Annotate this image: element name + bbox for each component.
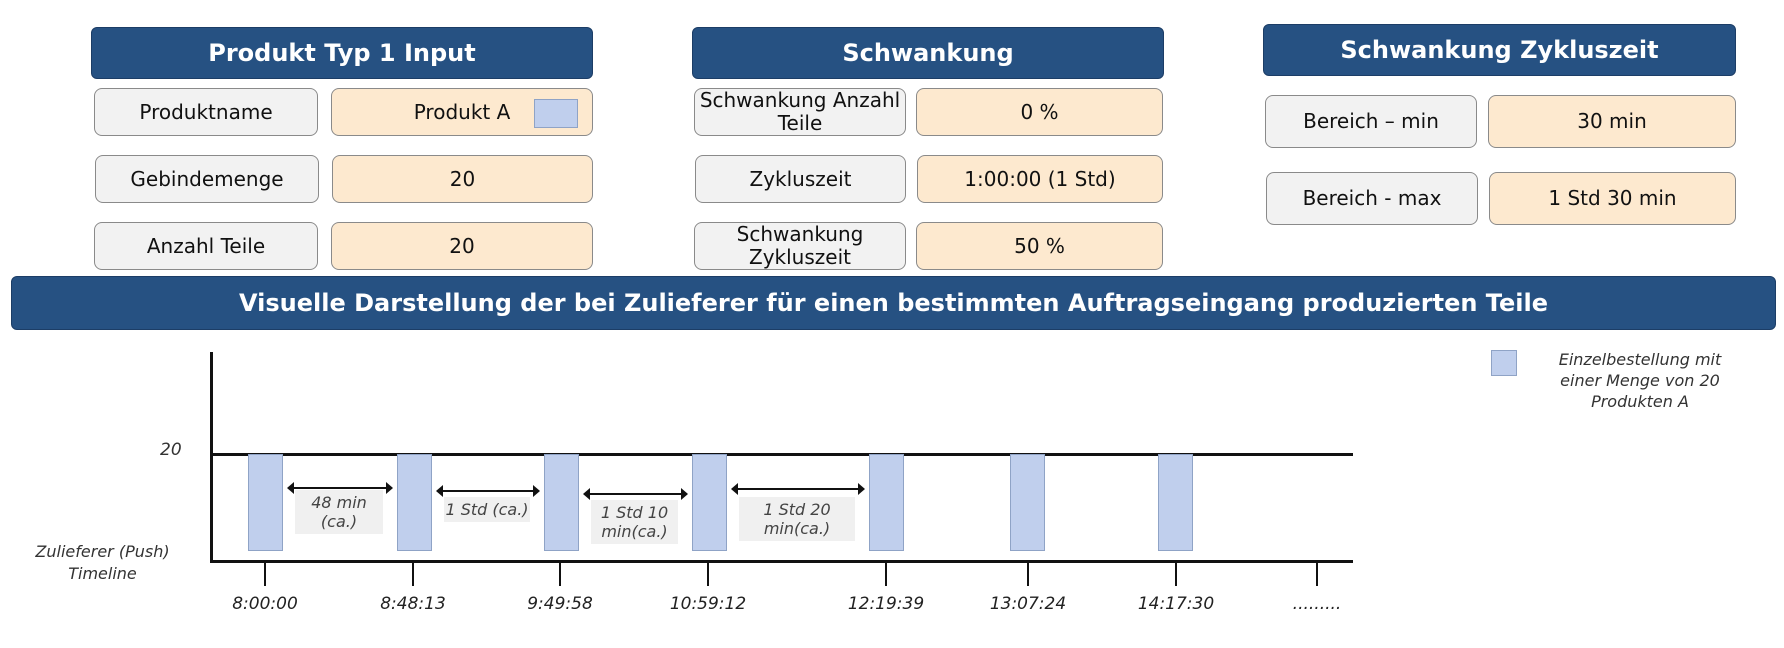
x-tick-label: 8:00:00 — [232, 594, 298, 614]
legend-label: Einzelbestellung mit einer Menge von 20 … — [1558, 350, 1722, 411]
x-tick-label: ......... — [1292, 594, 1342, 614]
bereich-max-field[interactable]: 1 Std 30 min — [1489, 172, 1736, 225]
x-tick — [412, 561, 414, 586]
zykluszeit-panel-header: Schwankung Zykluszeit — [1263, 24, 1736, 76]
gebindemenge-field[interactable]: 20 — [332, 155, 593, 203]
order-bar — [248, 454, 283, 551]
interval-arrow — [436, 485, 540, 497]
x-tick-label: 9:49:58 — [527, 594, 593, 614]
order-bar — [869, 454, 904, 551]
level-20-line — [210, 453, 1353, 456]
order-bar — [692, 454, 727, 551]
gebindemenge-label: Gebindemenge — [95, 155, 319, 203]
schwankung-anzahl-label: Schwankung Anzahl Teile — [694, 88, 906, 136]
x-tick — [1027, 561, 1029, 586]
visualization-banner: Visuelle Darstellung der bei Zulieferer … — [11, 276, 1776, 330]
bereich-min-label: Bereich – min — [1265, 95, 1477, 148]
interval-arrow — [287, 482, 393, 494]
order-bar — [397, 454, 432, 551]
produktname-field[interactable]: Produkt A — [331, 88, 593, 136]
x-tick-label: 8:48:13 — [380, 594, 446, 614]
anzahl-teile-label: Anzahl Teile — [94, 222, 318, 270]
x-tick-label: 14:17:30 — [1137, 594, 1215, 614]
x-tick — [707, 561, 709, 586]
x-axis — [210, 560, 1353, 563]
x-tick — [264, 561, 266, 586]
x-tick-label: 10:59:12 — [669, 594, 747, 614]
bereich-min-field[interactable]: 30 min — [1488, 95, 1736, 148]
schwankung-panel-header: Schwankung — [692, 27, 1164, 79]
order-bar — [544, 454, 579, 551]
interval-arrow — [731, 483, 865, 495]
legend-swatch — [1491, 350, 1517, 376]
schwankung-anzahl-field[interactable]: 0 % — [916, 88, 1163, 136]
order-bar — [1158, 454, 1193, 551]
interval-label: 1 Std 10 min(ca.) — [591, 500, 678, 545]
x-tick — [1175, 561, 1177, 586]
x-tick — [559, 561, 561, 586]
product-color-swatch — [534, 99, 578, 128]
bereich-max-label: Bereich - max — [1266, 172, 1478, 225]
anzahl-teile-field[interactable]: 20 — [331, 222, 593, 270]
interval-label: 1 Std 20 min(ca.) — [739, 497, 855, 542]
produkt-panel-header: Produkt Typ 1 Input — [91, 27, 593, 79]
x-tick-label: 13:07:24 — [989, 594, 1067, 614]
produktname-label: Produktname — [94, 88, 318, 136]
interval-arrow — [583, 488, 688, 500]
zykluszeit-label: Zykluszeit — [695, 155, 906, 203]
interval-label: 48 min (ca.) — [295, 490, 383, 535]
y-tick-label-20: 20 — [160, 440, 182, 460]
timeline-axis-label: Zulieferer (Push) Timeline — [35, 542, 170, 583]
x-tick-label: 12:19:39 — [847, 594, 925, 614]
schwankung-zykluszeit-field[interactable]: 50 % — [916, 222, 1163, 270]
x-tick — [1316, 561, 1318, 586]
y-axis — [210, 352, 213, 563]
interval-label: 1 Std (ca.) — [444, 497, 530, 523]
produktname-value: Produkt A — [413, 99, 511, 124]
order-bar — [1010, 454, 1045, 551]
schwankung-zykluszeit-label: Schwankung Zykluszeit — [694, 222, 906, 270]
zykluszeit-field[interactable]: 1:00:00 (1 Std) — [917, 155, 1163, 203]
x-tick — [885, 561, 887, 586]
